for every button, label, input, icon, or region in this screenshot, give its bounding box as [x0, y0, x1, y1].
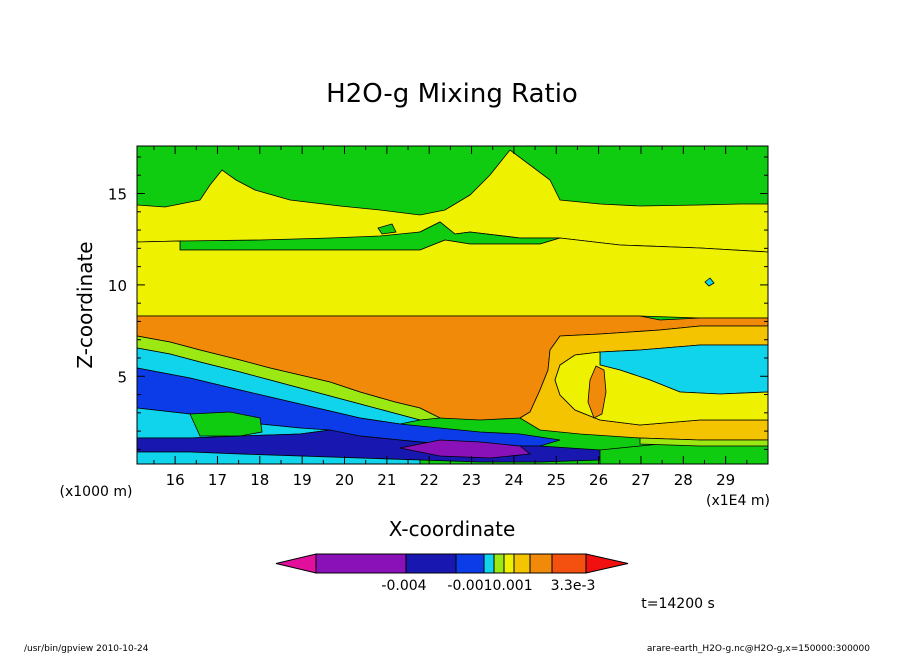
colorbar-labels: -0.004 -0.0010.001 3.3e-3	[381, 578, 595, 594]
x-tick-label: 27	[631, 471, 650, 489]
colorbar-segment	[551, 553, 587, 574]
x-tick-label: 18	[250, 471, 269, 489]
colorbar-segment	[483, 553, 495, 574]
contour-orange-blob	[587, 365, 607, 419]
x-tick-label: 21	[377, 471, 396, 489]
y-tick-marks	[137, 156, 768, 450]
y-tick-labels: 5 10 15	[108, 186, 127, 387]
x-tick-labels: 16 17 18 19 20 21 22 23 24 25 26 27 28 29	[166, 471, 736, 489]
colorbar-segment	[405, 553, 457, 574]
colorbar-segment	[503, 553, 515, 574]
x-tick-label: 23	[462, 471, 481, 489]
plot-frame	[136, 145, 769, 465]
plot-area	[136, 145, 769, 465]
x-tick-label: 24	[504, 471, 523, 489]
x-tick-label: 19	[293, 471, 312, 489]
colorbar-end-right	[585, 553, 629, 574]
colorbar-segment	[315, 553, 407, 574]
footer-left: /usr/bin/gpview 2010-10-24	[24, 644, 149, 654]
footer-right: arare-earth_H2O-g.nc@H2O-g,x=150000:3000…	[647, 644, 870, 654]
x-tick-label: 17	[208, 471, 227, 489]
colorbar-label: 3.3e-3	[551, 578, 596, 594]
x-unit-label: (x1E4 m)	[706, 493, 770, 509]
x-tick-label: 20	[335, 471, 354, 489]
x-tick-label: 29	[716, 471, 735, 489]
y-axis-label: Z-coordinate	[73, 241, 97, 368]
colorbar	[275, 553, 629, 574]
y-tick-label: 5	[117, 368, 127, 386]
colorbar-segment	[529, 553, 553, 574]
contour-green-lower	[189, 411, 263, 437]
colorbar-segment	[513, 553, 531, 574]
time-label: t=14200 s	[641, 596, 715, 612]
colorbar-segment	[455, 553, 485, 574]
x-tick-label: 26	[589, 471, 608, 489]
colorbar-label: -0.0010.001	[447, 578, 532, 594]
colorbar-end-left	[275, 553, 317, 574]
x-tick-label: 28	[674, 471, 693, 489]
colorbar-segment	[493, 553, 505, 574]
y-tick-label: 15	[108, 186, 127, 204]
x-tick-label: 16	[166, 471, 185, 489]
x-tick-marks	[153, 146, 748, 464]
x-axis-label: X-coordinate	[389, 517, 516, 541]
contour-small-cyan	[704, 277, 715, 287]
colorbar-label: -0.004	[381, 578, 426, 594]
y-unit-label: (x1000 m)	[60, 484, 133, 500]
chart-title: H2O-g Mixing Ratio	[326, 79, 578, 109]
contour-small-green	[377, 223, 397, 235]
contour-purple-lower	[399, 439, 532, 459]
x-tick-label: 25	[547, 471, 566, 489]
x-tick-label: 22	[420, 471, 439, 489]
contour-yellow-main	[136, 237, 769, 319]
y-tick-label: 10	[108, 277, 127, 295]
